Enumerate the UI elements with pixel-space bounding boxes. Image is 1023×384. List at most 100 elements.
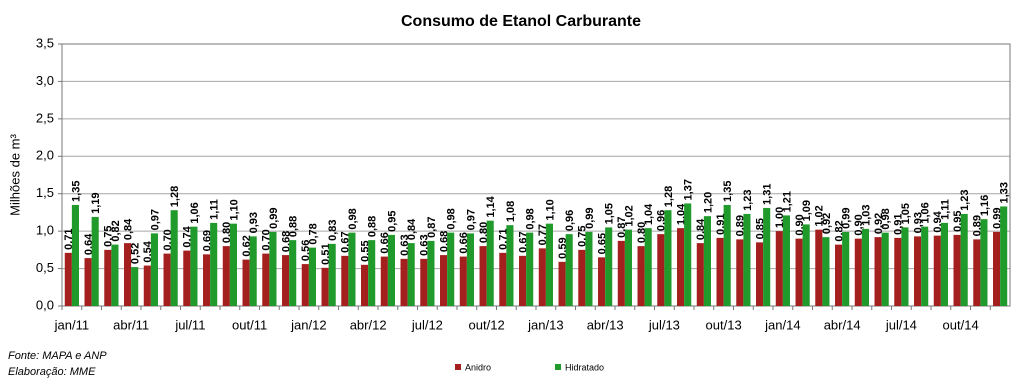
- bar: [598, 257, 606, 306]
- bar: [111, 244, 119, 306]
- value-label: 1,05: [900, 203, 912, 224]
- bar: [71, 204, 79, 306]
- credit-note: Elaboração: MME: [8, 366, 96, 378]
- bar: [282, 255, 290, 306]
- bar: [249, 236, 257, 306]
- legend-swatch: [555, 364, 561, 370]
- value-label: 1,03: [860, 204, 872, 225]
- y-tick-label: 1,5: [36, 185, 54, 200]
- bar: [953, 234, 961, 306]
- bar: [763, 207, 771, 306]
- bar: [696, 243, 704, 306]
- value-label: 1,35: [722, 181, 734, 202]
- bar: [822, 237, 830, 306]
- bar: [545, 223, 553, 306]
- value-label: 0,88: [288, 216, 300, 237]
- x-tick-label: out/13: [706, 317, 742, 332]
- bar: [308, 247, 316, 306]
- bar: [756, 242, 764, 306]
- x-tick-label: abr/11: [113, 317, 149, 332]
- y-tick-label: 0,5: [36, 260, 54, 275]
- bar: [84, 258, 92, 306]
- bar: [269, 231, 277, 306]
- bar: [479, 246, 487, 306]
- bar: [973, 239, 981, 306]
- value-label: 1,11: [209, 199, 221, 220]
- chart-title: Consumo de Etanol Carburante: [401, 13, 641, 30]
- legend-label: Hidratado: [565, 362, 604, 372]
- bar: [664, 210, 672, 306]
- bar: [163, 253, 171, 306]
- value-label: 0,92: [821, 213, 833, 234]
- legend-swatch: [455, 364, 461, 370]
- value-label: 1,11: [939, 199, 951, 220]
- value-label: 0,88: [367, 216, 379, 237]
- bar: [124, 243, 132, 306]
- value-label: 0,84: [122, 218, 134, 240]
- bar: [348, 232, 356, 306]
- y-tick-label: 3,5: [36, 35, 54, 50]
- bar: [861, 228, 869, 306]
- x-tick-label: out/14: [943, 317, 979, 332]
- x-tick-label: jan/14: [764, 317, 800, 332]
- bar: [960, 213, 968, 306]
- value-label: 0,78: [307, 223, 319, 244]
- bar: [993, 231, 1001, 306]
- bar: [578, 249, 586, 306]
- value-label: 0,98: [880, 208, 892, 229]
- value-label: 1,16: [979, 195, 991, 216]
- value-label: 0,99: [584, 207, 596, 228]
- bar: [538, 248, 546, 306]
- bar: [842, 231, 850, 306]
- x-tick-label: jul/13: [648, 317, 680, 332]
- bar: [341, 255, 349, 306]
- value-label: 1,04: [643, 203, 655, 225]
- value-label: 0,98: [446, 208, 458, 229]
- bar: [190, 226, 198, 306]
- x-tick-label: jul/11: [174, 317, 205, 332]
- value-label: 1,28: [169, 186, 181, 207]
- bar: [585, 231, 593, 306]
- bar: [881, 232, 889, 306]
- y-axis-label: Milhões de m³: [7, 134, 22, 216]
- value-label: 1,21: [781, 191, 793, 212]
- value-label: 1,09: [801, 200, 813, 221]
- bar: [782, 215, 790, 306]
- bar: [64, 252, 72, 306]
- x-tick-label: jan/12: [290, 317, 326, 332]
- bar: [901, 227, 909, 306]
- bar: [795, 238, 803, 306]
- value-label: 1,06: [920, 202, 932, 223]
- x-tick-label: out/11: [232, 317, 267, 332]
- x-tick-label: jan/11: [54, 317, 89, 332]
- bar: [506, 225, 514, 306]
- value-label: 0,97: [149, 209, 161, 230]
- bar: [940, 222, 948, 306]
- value-label: 0,75: [103, 225, 115, 246]
- bar: [170, 210, 178, 306]
- value-label: 0,92: [873, 213, 885, 234]
- bar: [400, 258, 408, 306]
- value-label: 1,02: [623, 205, 635, 226]
- bar: [921, 226, 929, 306]
- value-label: 1,33: [999, 182, 1011, 203]
- value-label: 0,97: [465, 209, 477, 230]
- bar: [486, 220, 494, 306]
- bar: [854, 238, 862, 306]
- bar: [894, 237, 902, 306]
- bar: [775, 231, 783, 306]
- bar: [361, 264, 369, 306]
- value-label: 1,10: [228, 199, 240, 220]
- x-tick-label: abr/14: [824, 317, 861, 332]
- bar: [262, 253, 270, 306]
- bar: [91, 216, 99, 306]
- bar: [703, 216, 711, 306]
- bar: [131, 267, 139, 306]
- value-label: 0,84: [406, 218, 418, 240]
- bar: [143, 265, 151, 306]
- value-label: 1,28: [663, 186, 675, 207]
- bar: [835, 244, 843, 306]
- y-tick-label: 2,5: [36, 110, 54, 125]
- value-label: 1,35: [70, 181, 82, 202]
